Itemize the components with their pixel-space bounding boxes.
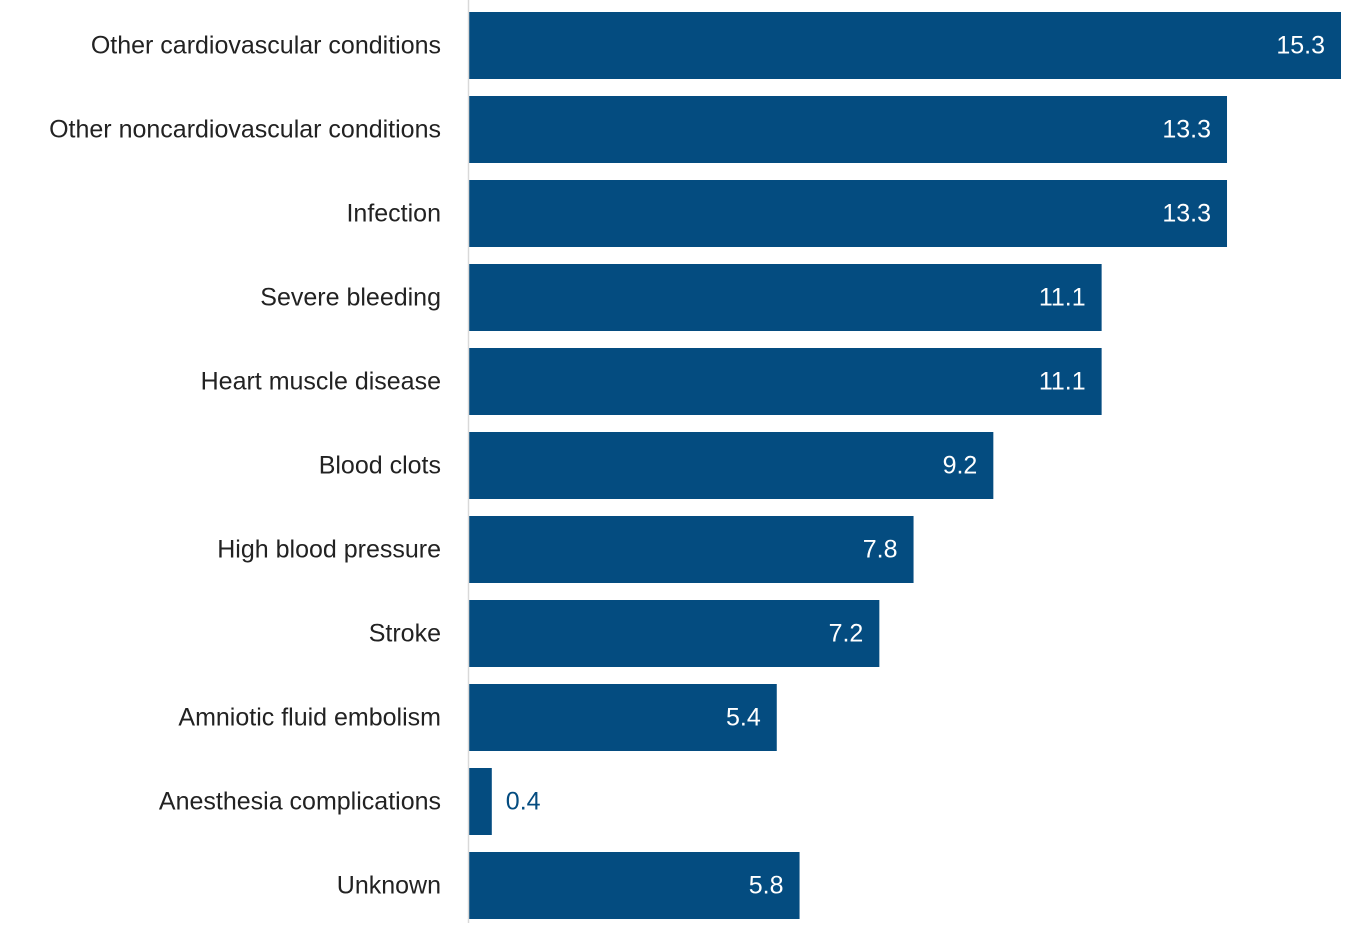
value-label: 13.3 [1162, 116, 1211, 144]
value-label: 5.8 [749, 872, 784, 900]
category-label: Other cardiovascular conditions [91, 32, 441, 60]
bar [469, 96, 1228, 163]
value-label: 5.4 [726, 704, 761, 732]
value-label: 0.4 [506, 788, 541, 816]
category-label: Infection [346, 200, 441, 228]
value-label: 13.3 [1162, 200, 1211, 228]
category-label: Heart muscle disease [201, 368, 441, 396]
category-label: Other noncardiovascular conditions [49, 116, 441, 144]
category-label: Severe bleeding [260, 284, 441, 312]
bar [469, 348, 1102, 415]
bar [469, 264, 1102, 331]
value-label: 7.2 [829, 620, 864, 648]
value-label: 9.2 [943, 452, 978, 480]
bar [469, 768, 492, 835]
category-label: Amniotic fluid embolism [178, 704, 441, 732]
bar [469, 684, 777, 751]
category-label: Anesthesia complications [159, 788, 441, 816]
value-label: 11.1 [1039, 368, 1086, 396]
category-label: High blood pressure [217, 536, 441, 564]
value-label: 11.1 [1039, 284, 1086, 312]
category-labels-layer: Other cardiovascular conditions Other non… [49, 32, 441, 900]
category-label: Unknown [337, 872, 441, 900]
bar [469, 516, 914, 583]
bar [469, 12, 1341, 79]
value-labels-layer: 15.3 13.3 13.3 11.1 11.1 9.2 7.8 7.2 5.4 0.4 5.8 [506, 32, 1325, 900]
bars-layer [469, 12, 1341, 919]
bar [469, 432, 994, 499]
bar [469, 600, 880, 667]
bar [469, 180, 1228, 247]
bar [469, 852, 800, 919]
category-label: Stroke [369, 620, 441, 648]
value-label: 15.3 [1276, 32, 1325, 60]
value-label: 7.8 [863, 536, 898, 564]
category-label: Blood clots [319, 452, 441, 480]
